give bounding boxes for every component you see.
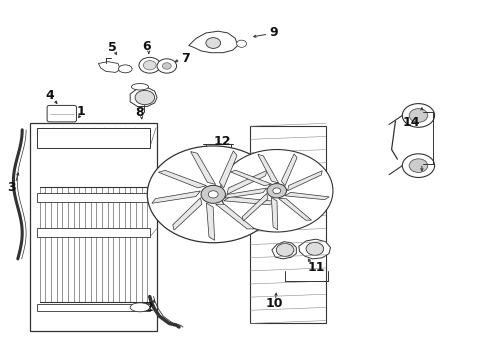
Circle shape	[208, 191, 218, 198]
Circle shape	[147, 146, 279, 243]
Polygon shape	[98, 62, 121, 72]
Text: 12: 12	[213, 135, 231, 148]
Text: 1: 1	[77, 105, 86, 118]
Polygon shape	[271, 198, 278, 230]
Circle shape	[139, 57, 160, 73]
Circle shape	[157, 59, 176, 73]
Ellipse shape	[131, 84, 148, 90]
Ellipse shape	[130, 303, 150, 312]
Text: 3: 3	[7, 181, 16, 194]
Polygon shape	[189, 31, 238, 53]
Circle shape	[402, 104, 435, 127]
Polygon shape	[191, 152, 216, 184]
Polygon shape	[258, 154, 279, 183]
Text: 11: 11	[307, 261, 324, 274]
Polygon shape	[279, 198, 312, 220]
Polygon shape	[152, 191, 200, 203]
Polygon shape	[281, 154, 297, 186]
Polygon shape	[224, 197, 275, 205]
Text: 10: 10	[266, 297, 283, 310]
Circle shape	[402, 154, 435, 177]
Bar	[37, 228, 150, 237]
Bar	[37, 193, 150, 202]
Bar	[30, 123, 157, 330]
FancyBboxPatch shape	[47, 105, 76, 122]
Polygon shape	[130, 87, 157, 107]
Ellipse shape	[119, 65, 132, 73]
Text: 5: 5	[108, 41, 117, 54]
Circle shape	[237, 40, 246, 47]
Bar	[37, 128, 150, 148]
Circle shape	[267, 184, 287, 198]
Polygon shape	[206, 203, 215, 240]
Polygon shape	[272, 242, 296, 259]
Polygon shape	[227, 171, 267, 194]
Circle shape	[201, 185, 225, 203]
Circle shape	[206, 38, 220, 48]
Text: 6: 6	[142, 40, 150, 53]
Polygon shape	[285, 192, 329, 200]
Polygon shape	[158, 170, 206, 188]
Polygon shape	[230, 170, 271, 186]
Circle shape	[273, 188, 281, 194]
Polygon shape	[299, 239, 331, 259]
Circle shape	[162, 63, 171, 69]
Polygon shape	[224, 188, 267, 198]
Text: 2: 2	[146, 301, 154, 314]
Circle shape	[409, 109, 428, 122]
Circle shape	[220, 149, 333, 232]
Polygon shape	[216, 204, 254, 229]
Text: 14: 14	[402, 116, 420, 129]
Polygon shape	[288, 171, 322, 191]
Bar	[37, 304, 150, 311]
Text: 7: 7	[181, 52, 190, 65]
Text: 9: 9	[269, 26, 278, 39]
Text: 13: 13	[289, 199, 306, 212]
Polygon shape	[220, 151, 237, 188]
Text: 8: 8	[136, 106, 144, 119]
Polygon shape	[173, 198, 202, 230]
Polygon shape	[242, 193, 268, 221]
Circle shape	[144, 60, 156, 70]
Bar	[250, 126, 326, 323]
Circle shape	[409, 159, 428, 172]
Text: 4: 4	[45, 89, 54, 102]
Circle shape	[135, 90, 155, 105]
Circle shape	[276, 243, 294, 256]
Circle shape	[306, 242, 324, 255]
